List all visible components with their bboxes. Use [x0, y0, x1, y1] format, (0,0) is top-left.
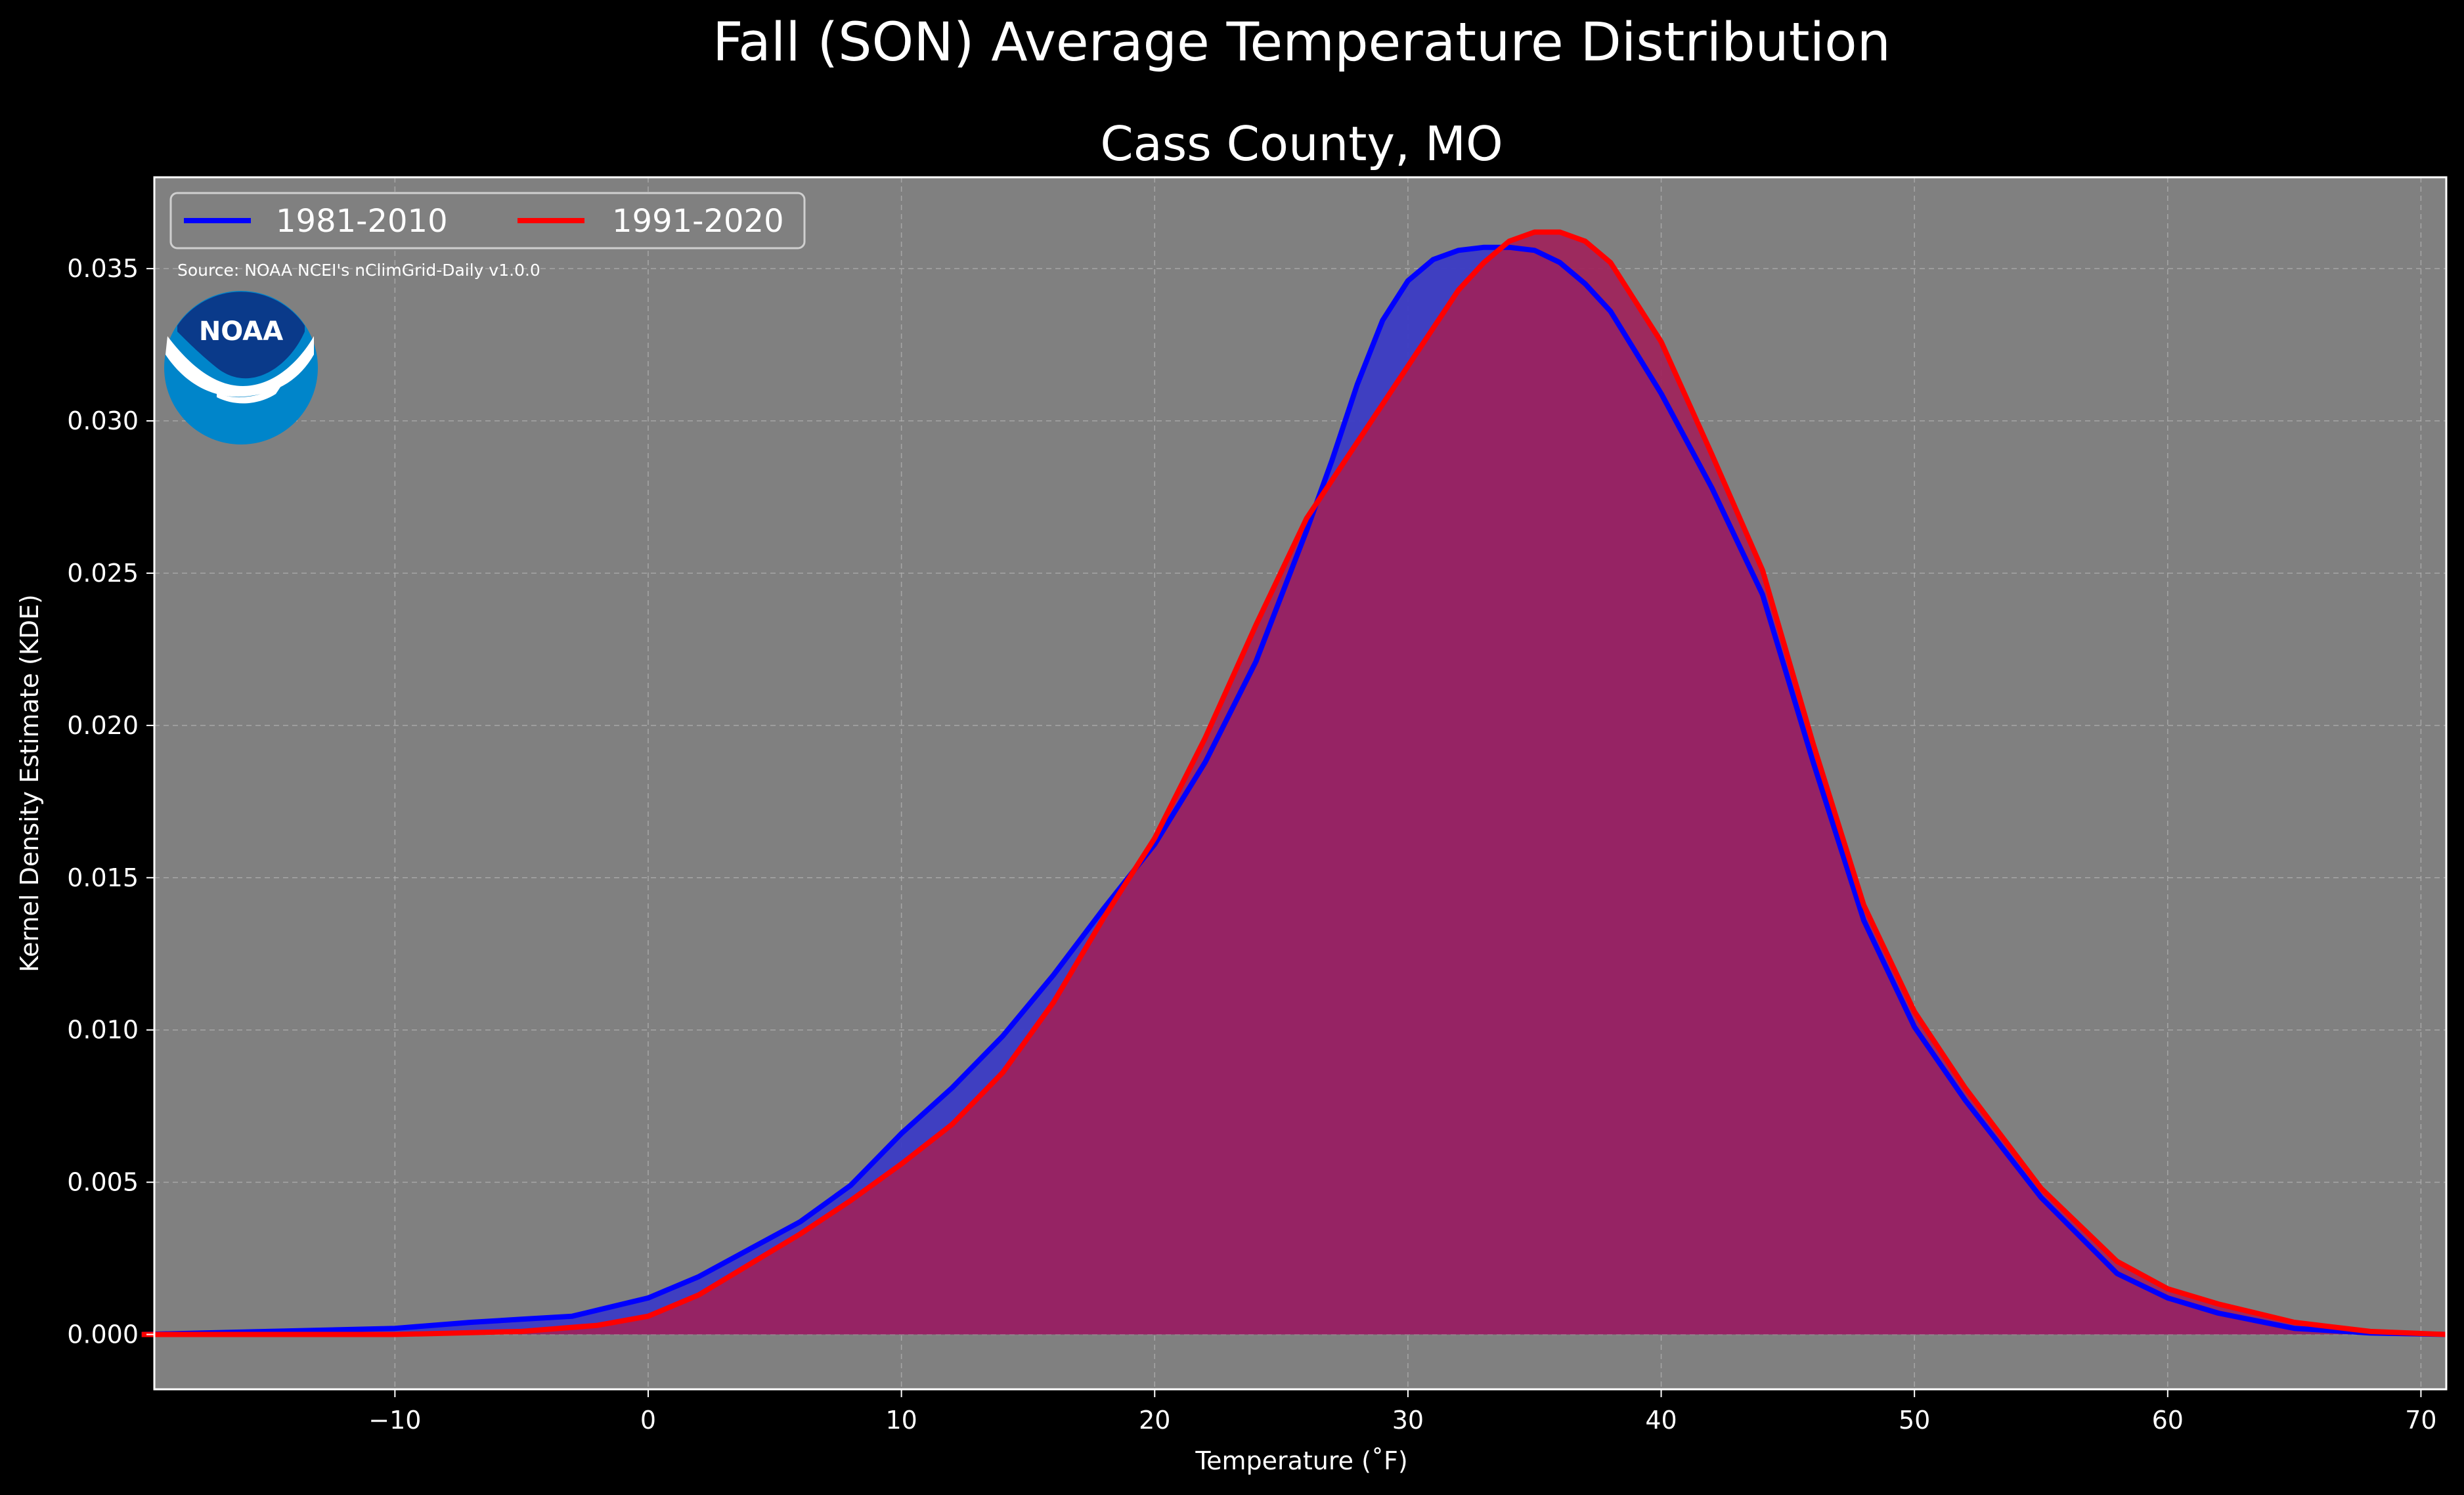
line-1991-2020	[141, 229, 2447, 1337]
y-tick-label: 0.005	[67, 1168, 139, 1197]
x-tick-label: 20	[1139, 1406, 1170, 1435]
chart-title: Cass County, MO	[1100, 116, 1503, 171]
line-1981-2010	[141, 244, 2447, 1337]
y-axis-label: Kernel Density Estimate (KDE)	[15, 594, 44, 972]
noaa-logo-text: NOAA	[199, 316, 283, 347]
area-1991-2020	[141, 232, 2447, 1335]
x-tick-label: 10	[885, 1406, 917, 1435]
x-tick-label: 50	[1899, 1406, 1930, 1435]
noaa-logo-icon: NOAA	[164, 291, 318, 444]
kde-areas	[141, 232, 2447, 1335]
x-tick-label: 30	[1392, 1406, 1424, 1435]
legend-label-1981-2010: 1981-2010	[276, 203, 448, 240]
x-axis-ticks: −10 0 10 20 30 40 50 60 70	[368, 1389, 2437, 1435]
legend: 1981-2010 1991-2020	[169, 192, 806, 249]
y-tick-label: 0.020	[67, 711, 139, 740]
y-tick-label: 0.030	[67, 406, 139, 435]
y-tick-label: 0.010	[67, 1016, 139, 1045]
x-tick-label: 60	[2152, 1406, 2184, 1435]
x-axis-label: Temperature (˚F)	[1195, 1446, 1407, 1475]
x-tick-label: 0	[640, 1406, 656, 1435]
legend-box	[169, 192, 806, 249]
x-tick-label: 40	[1645, 1406, 1677, 1435]
y-tick-label: 0.015	[67, 863, 139, 892]
y-tick-label: 0.000	[67, 1320, 139, 1349]
source-note: Source: NOAA NCEI's nClimGrid-Daily v1.0…	[177, 261, 540, 280]
x-tick-label: 70	[2405, 1406, 2436, 1435]
x-tick-label: −10	[368, 1406, 421, 1435]
legend-label-1991-2020: 1991-2020	[612, 203, 784, 240]
grid-lines	[154, 177, 2446, 1389]
y-axis-ticks: 0.000 0.005 0.010 0.015 0.020 0.025 0.030 0.035	[67, 254, 154, 1349]
chart-suptitle: Fall (SON) Average Temperature Distribut…	[713, 12, 1891, 74]
plot-frame	[153, 176, 2448, 1391]
y-tick-label: 0.035	[67, 254, 139, 283]
y-tick-label: 0.025	[67, 559, 139, 588]
kde-lines	[141, 229, 2447, 1337]
